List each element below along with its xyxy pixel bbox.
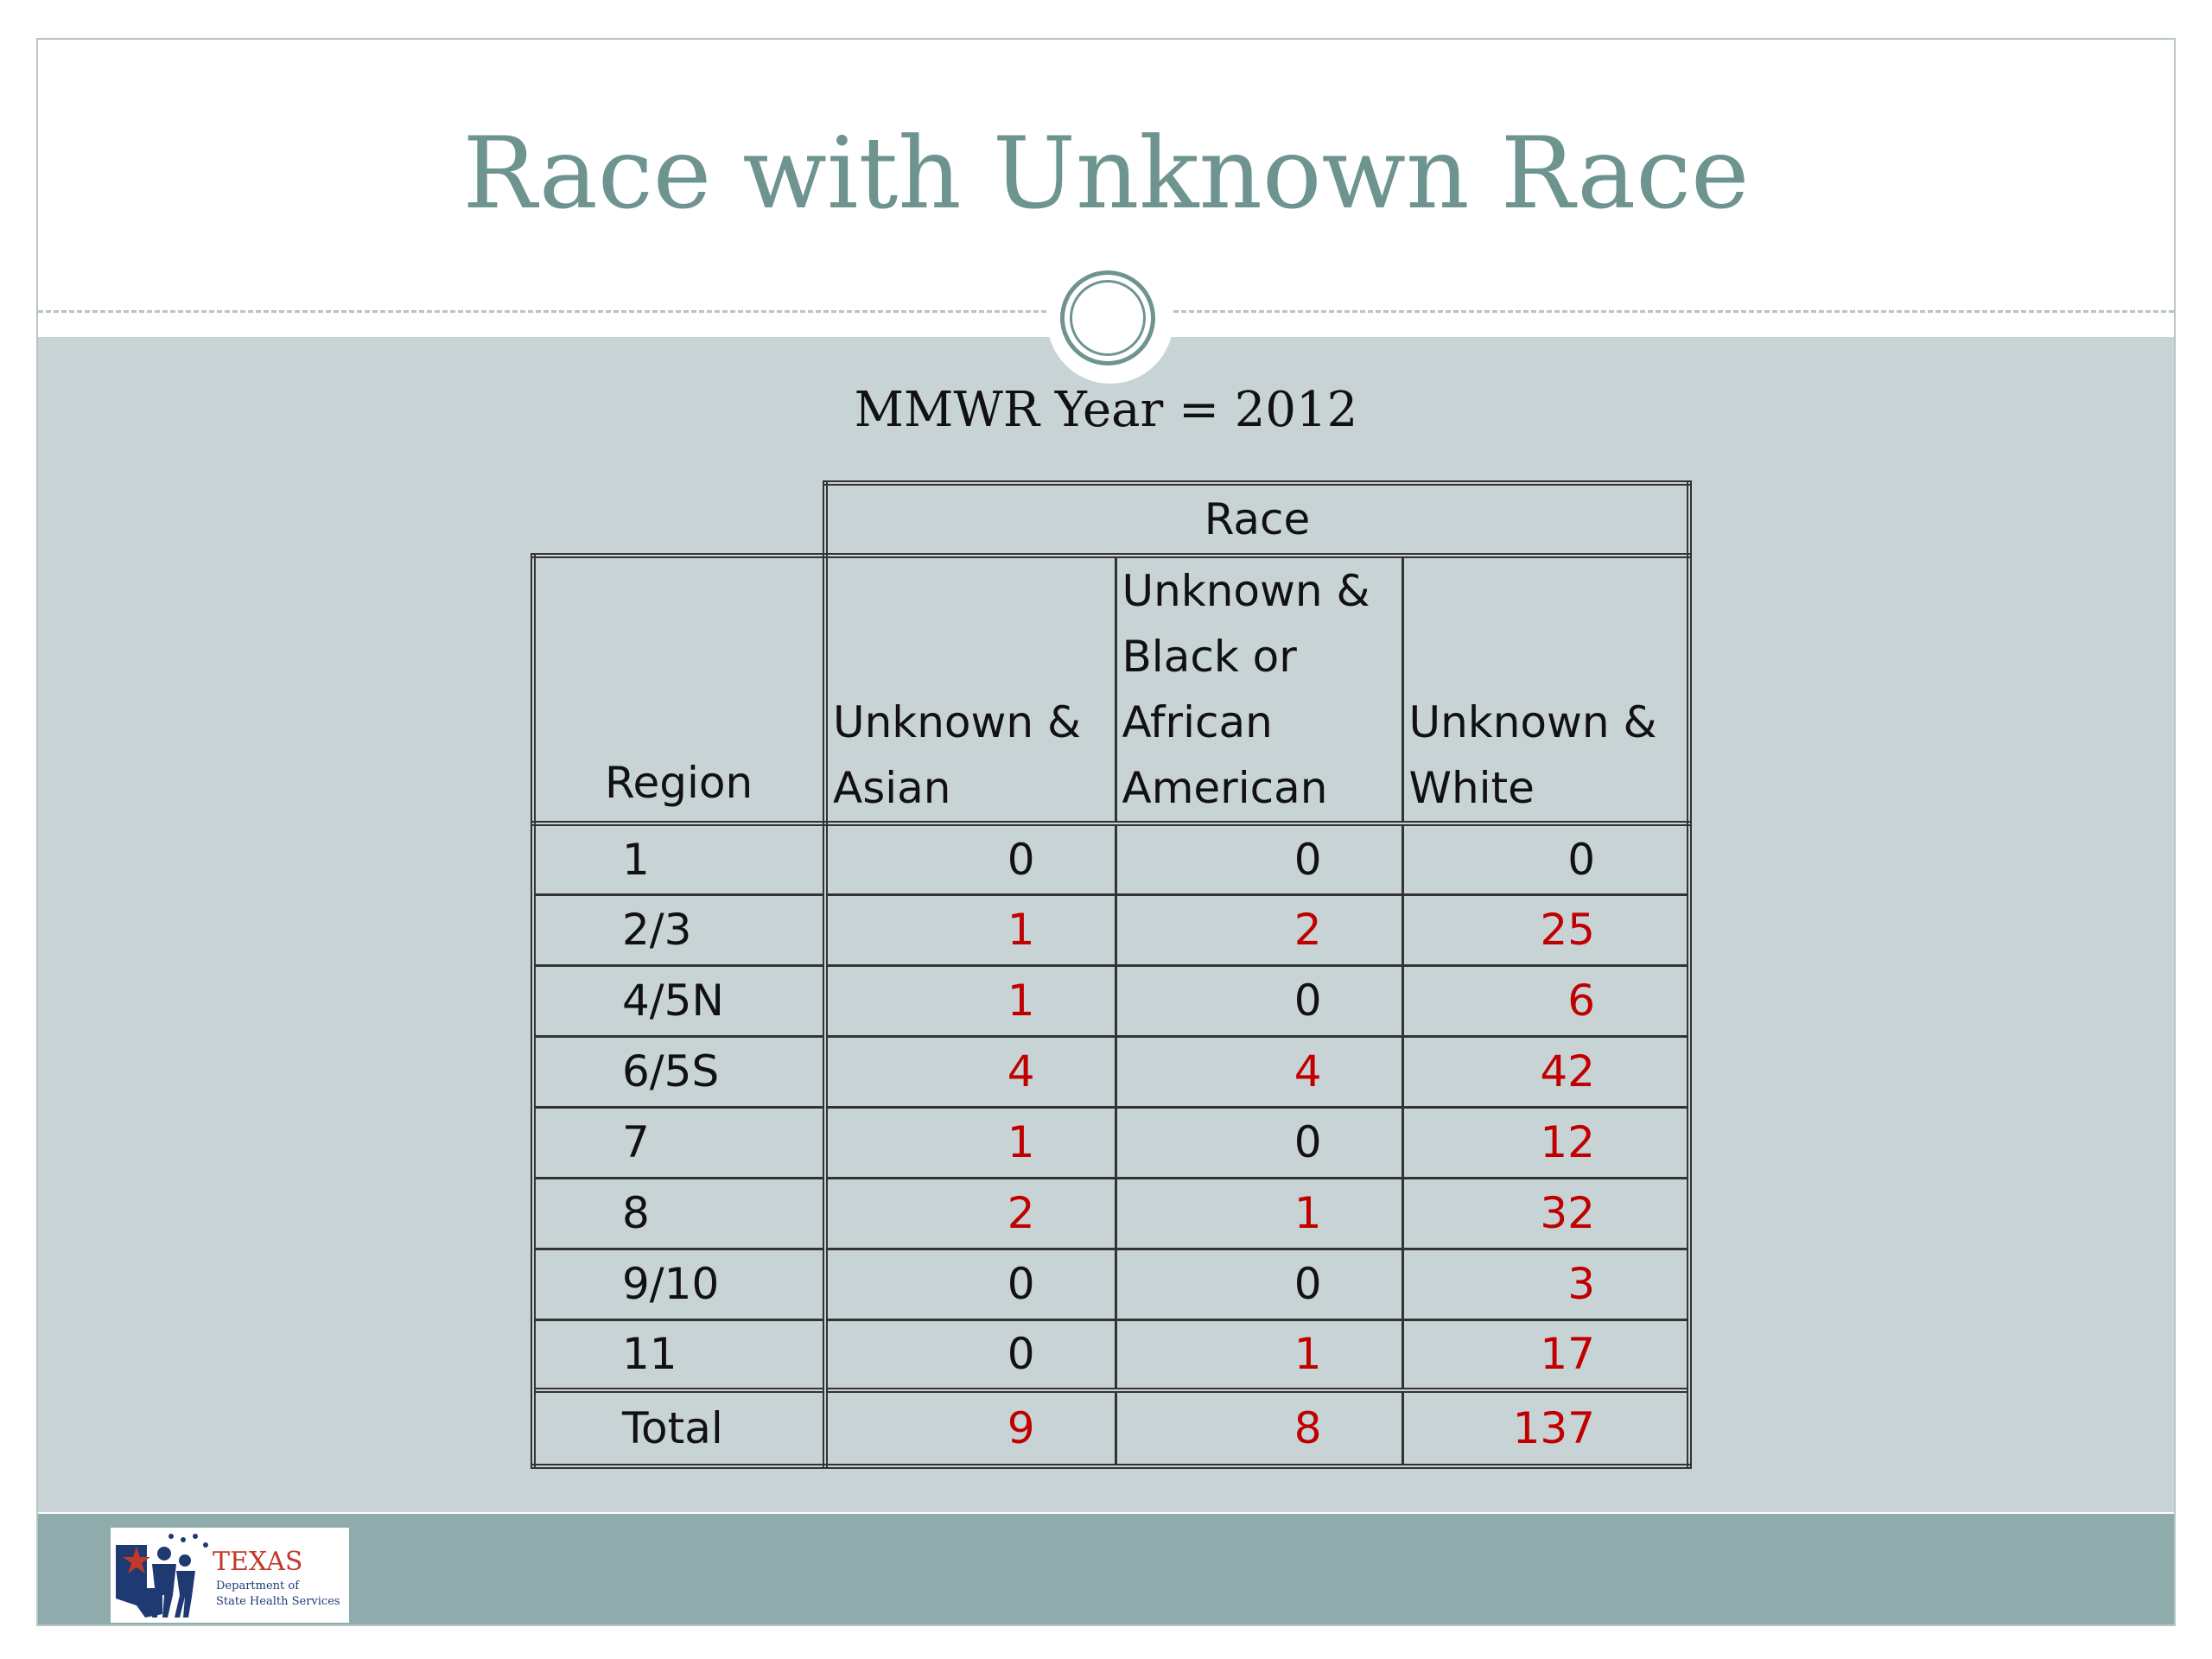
texas-dshs-logo: TEXAS Department of State Health Service… — [111, 1528, 349, 1623]
region-cell: 8 — [531, 1178, 828, 1250]
table-row: 6/5S 4 4 42 — [531, 1036, 1692, 1109]
value-cell: 2 — [823, 1178, 1116, 1250]
table-total-row: Total 9 8 137 — [531, 1388, 1692, 1469]
race-group-header: Race — [823, 480, 1692, 558]
value-cell: 0 — [1114, 1107, 1402, 1179]
footer-bar — [38, 1514, 2174, 1624]
region-cell: 6/5S — [531, 1036, 828, 1109]
column-header-asian: Unknown & Asian — [823, 556, 1116, 826]
region-cell: 4/5N — [531, 965, 828, 1038]
table-row: 8 2 1 32 — [531, 1178, 1692, 1250]
value-cell: 0 — [823, 1249, 1116, 1321]
region-cell: 1 — [531, 823, 828, 896]
circle-ring-icon — [1060, 270, 1155, 365]
column-header-white: Unknown & White — [1401, 556, 1692, 826]
table-row: 2/3 1 2 25 — [531, 894, 1692, 967]
value-cell: 42 — [1401, 1036, 1692, 1109]
value-cell: 1 — [823, 965, 1116, 1038]
logo-department-text: Department of — [216, 1580, 300, 1592]
circle-inner-icon — [1070, 280, 1146, 356]
table-row: 7 1 0 12 — [531, 1107, 1692, 1179]
slide-title: Race with Unknown Race — [462, 116, 1750, 231]
value-cell: 12 — [1401, 1107, 1692, 1179]
value-cell: 1 — [1114, 1319, 1402, 1392]
value-cell: 25 — [1401, 894, 1692, 967]
logo-agency-text: State Health Services — [216, 1595, 340, 1608]
value-cell: 137 — [1401, 1388, 1692, 1469]
value-cell: 0 — [1114, 1249, 1402, 1321]
value-cell: 1 — [823, 1107, 1116, 1179]
value-cell: 9 — [823, 1388, 1116, 1469]
slide: Race with Unknown Race MMWR Year = 2012 … — [36, 38, 2176, 1626]
table-row: 4/5N 1 0 6 — [531, 965, 1692, 1038]
column-header-black: Unknown & Black or African American — [1114, 556, 1402, 826]
table-row: 9/10 0 0 3 — [531, 1249, 1692, 1321]
value-cell: 0 — [823, 823, 1116, 896]
value-cell: 8 — [1114, 1388, 1402, 1469]
race-table: Race Region Unknown & Asian Unknown & Bl… — [531, 480, 1692, 1469]
logo-texas-text: TEXAS — [213, 1547, 303, 1577]
table-body: 1 0 0 0 2/3 1 2 25 4/5N 1 0 6 6/5S 4 4 42 7 1 0 12 8 2 1 32 9/10… — [531, 823, 1692, 1469]
value-cell: 6 — [1401, 965, 1692, 1038]
region-cell: 7 — [531, 1107, 828, 1179]
table-caption: MMWR Year = 2012 — [854, 382, 1358, 438]
region-cell: 11 — [531, 1319, 828, 1392]
region-header: Region — [531, 553, 828, 826]
value-cell: 1 — [823, 894, 1116, 967]
region-cell: 2/3 — [531, 894, 828, 967]
value-cell: 32 — [1401, 1178, 1692, 1250]
value-cell: 2 — [1114, 894, 1402, 967]
region-cell: 9/10 — [531, 1249, 828, 1321]
value-cell: 17 — [1401, 1319, 1692, 1392]
value-cell: 0 — [1114, 965, 1402, 1038]
value-cell: 4 — [1114, 1036, 1402, 1109]
value-cell: 1 — [1114, 1178, 1402, 1250]
table-corner — [533, 483, 825, 556]
table-row: 11 0 1 17 — [531, 1319, 1692, 1392]
value-cell: 0 — [1401, 823, 1692, 896]
value-cell: 0 — [1114, 823, 1402, 896]
region-cell: Total — [531, 1388, 828, 1469]
value-cell: 0 — [823, 1319, 1116, 1392]
value-cell: 3 — [1401, 1249, 1692, 1321]
value-cell: 4 — [823, 1036, 1116, 1109]
logo-figures-icon — [116, 1534, 208, 1618]
